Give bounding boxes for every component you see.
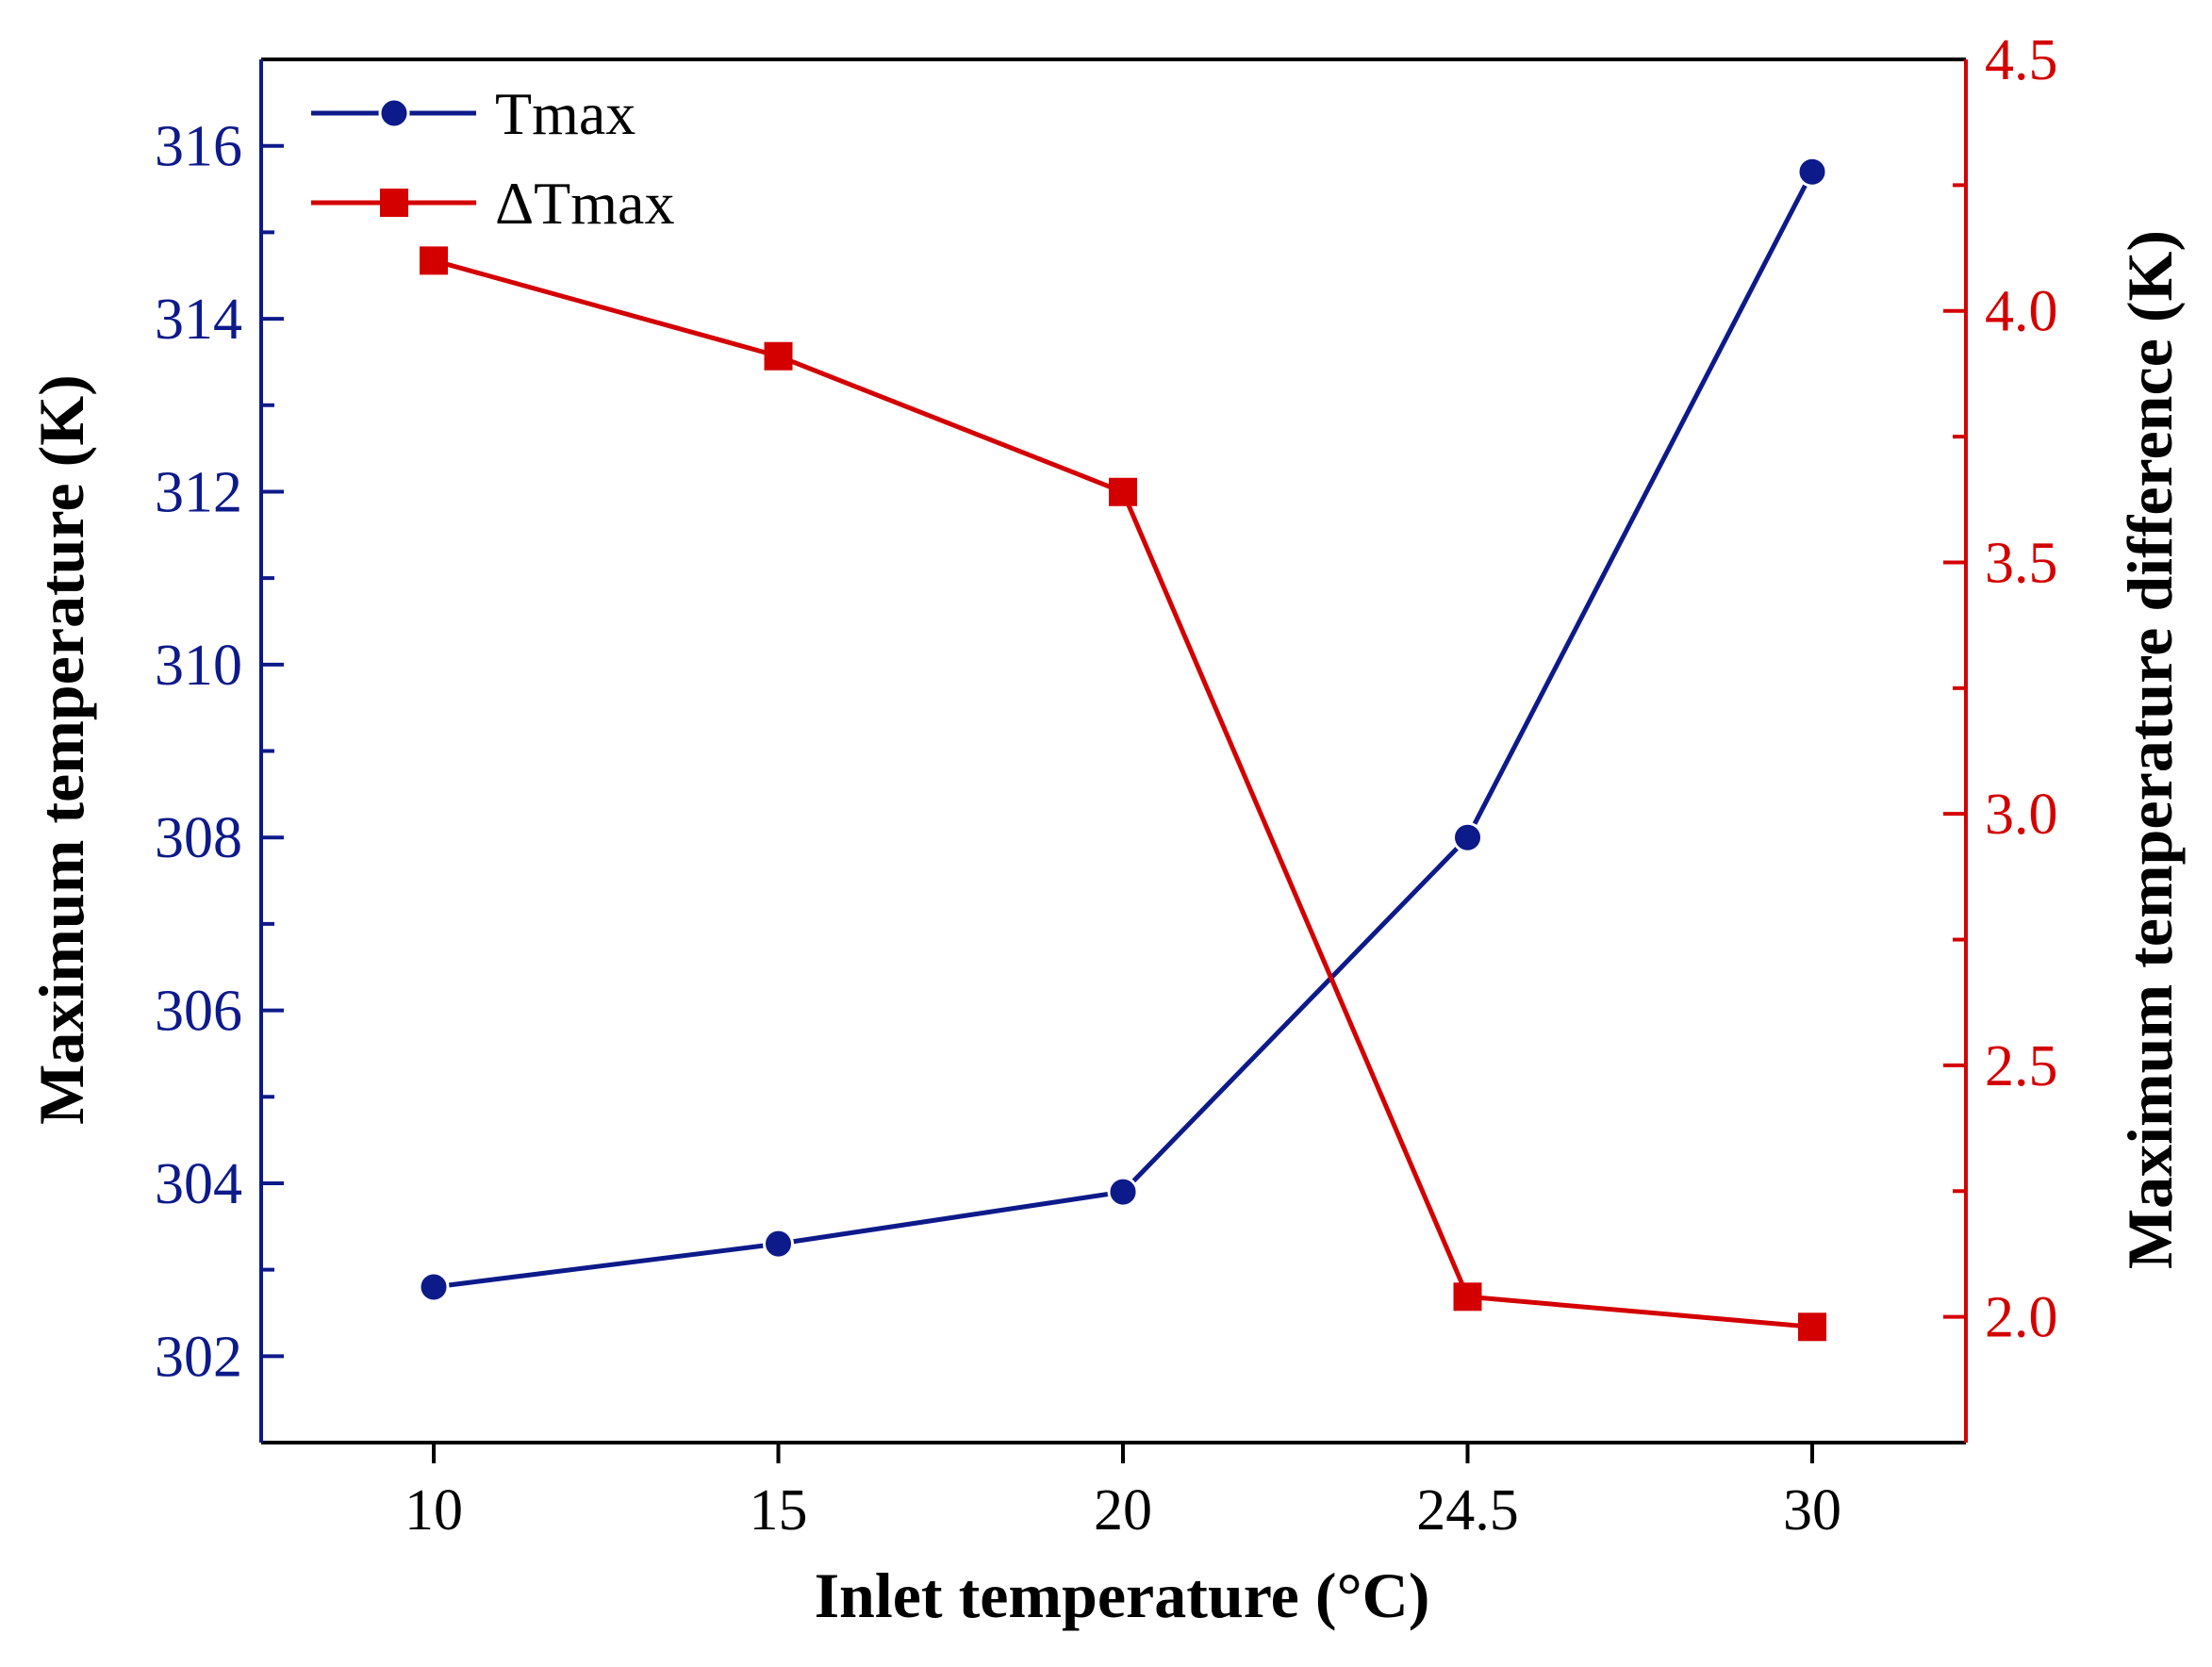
legend-label: Tmax	[495, 80, 636, 147]
y-right-tick-label: 3.5	[1985, 531, 2058, 595]
tmax-point	[1107, 1176, 1139, 1208]
y-left-tick-label: 310	[155, 634, 242, 698]
y-axis-right-title: Maximum temperature difference (K)	[2114, 230, 2186, 1269]
x-tick-label: 10	[404, 1478, 463, 1543]
legend: Tmax ΔTmax	[311, 80, 674, 237]
x-tick-label: 20	[1094, 1478, 1152, 1543]
x-tick-label: 24.5	[1416, 1478, 1519, 1543]
y-left-tick-label: 306	[155, 980, 242, 1044]
y-right-tick-label: 4.5	[1985, 28, 2058, 92]
frame-layer	[259, 58, 1968, 1444]
series-layer	[418, 156, 1828, 1342]
y-axis-left-title: Maximum temperature (K)	[25, 374, 97, 1125]
x-tick-label: 30	[1783, 1478, 1841, 1543]
series-line-delta-tmax	[433, 257, 1813, 1329]
y-left-tick-label: 314	[155, 288, 242, 352]
delta-tmax-point	[1798, 1312, 1826, 1342]
ticks-layer: 10 15 20 24.5 30 302 304 306 308 310 312 314 316 2.0 2…	[155, 28, 2058, 1543]
y-left-tick-label: 316	[155, 115, 242, 179]
tmax-point	[763, 1228, 794, 1260]
tmax-point	[1452, 821, 1483, 853]
delta-tmax-point	[1453, 1282, 1482, 1312]
delta-tmax-point	[420, 246, 448, 275]
delta-tmax-point	[764, 341, 793, 371]
tmax-point	[1796, 156, 1828, 188]
y-right-tick-label: 4.0	[1985, 280, 2058, 344]
x-tick-label: 15	[750, 1478, 808, 1543]
x-axis-title: Inlet temperature (°C)	[815, 1560, 1430, 1631]
y-right-tick-label: 2.5	[1985, 1034, 2058, 1098]
legend-label: ΔTmax	[495, 170, 674, 237]
y-left-tick-label: 302	[155, 1325, 242, 1389]
legend-marker-square	[380, 189, 408, 217]
delta-tmax-point	[1109, 477, 1137, 506]
y-left-tick-label: 304	[155, 1152, 242, 1216]
y-right-tick-label: 2.0	[1985, 1286, 2058, 1350]
y-right-tick-label: 3.0	[1985, 783, 2058, 847]
legend-marker-circle	[378, 97, 410, 129]
y-left-tick-label: 308	[155, 806, 242, 870]
y-left-tick-label: 312	[155, 460, 242, 524]
series-line-tmax	[433, 171, 1815, 1290]
tmax-point	[418, 1271, 450, 1303]
